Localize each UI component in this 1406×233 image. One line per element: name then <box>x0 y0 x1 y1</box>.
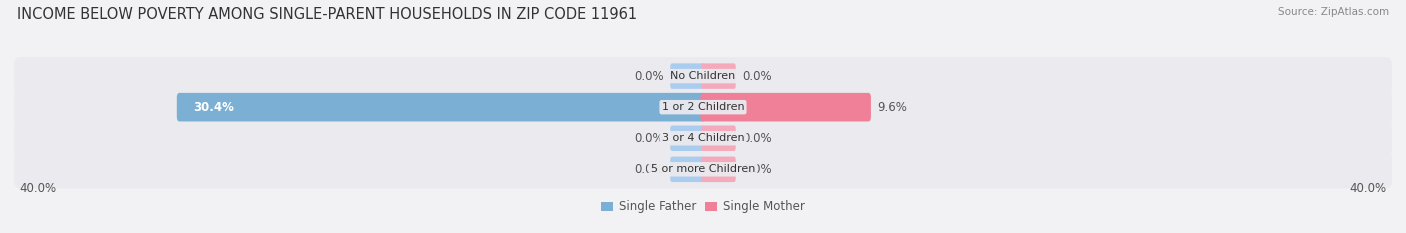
FancyBboxPatch shape <box>14 57 1392 95</box>
FancyBboxPatch shape <box>14 150 1392 188</box>
Text: 5 or more Children: 5 or more Children <box>651 164 755 174</box>
FancyBboxPatch shape <box>671 126 704 151</box>
Text: No Children: No Children <box>671 71 735 81</box>
FancyBboxPatch shape <box>702 157 735 182</box>
Text: 30.4%: 30.4% <box>193 101 233 114</box>
FancyBboxPatch shape <box>700 93 870 121</box>
Text: 0.0%: 0.0% <box>634 70 664 83</box>
Text: 40.0%: 40.0% <box>20 182 56 195</box>
Text: 0.0%: 0.0% <box>742 70 772 83</box>
Text: 3 or 4 Children: 3 or 4 Children <box>662 133 744 143</box>
Legend: Single Father, Single Mother: Single Father, Single Mother <box>596 195 810 218</box>
Text: 9.6%: 9.6% <box>877 101 907 114</box>
Text: 1 or 2 Children: 1 or 2 Children <box>662 102 744 112</box>
FancyBboxPatch shape <box>702 126 735 151</box>
Text: 0.0%: 0.0% <box>742 132 772 145</box>
FancyBboxPatch shape <box>177 93 706 121</box>
FancyBboxPatch shape <box>14 88 1392 126</box>
Text: Source: ZipAtlas.com: Source: ZipAtlas.com <box>1278 7 1389 17</box>
Text: INCOME BELOW POVERTY AMONG SINGLE-PARENT HOUSEHOLDS IN ZIP CODE 11961: INCOME BELOW POVERTY AMONG SINGLE-PARENT… <box>17 7 637 22</box>
FancyBboxPatch shape <box>671 157 704 182</box>
FancyBboxPatch shape <box>671 63 704 89</box>
Text: 0.0%: 0.0% <box>634 163 664 176</box>
Text: 0.0%: 0.0% <box>742 163 772 176</box>
Text: 0.0%: 0.0% <box>634 132 664 145</box>
FancyBboxPatch shape <box>702 63 735 89</box>
Text: 40.0%: 40.0% <box>1350 182 1386 195</box>
FancyBboxPatch shape <box>14 119 1392 157</box>
